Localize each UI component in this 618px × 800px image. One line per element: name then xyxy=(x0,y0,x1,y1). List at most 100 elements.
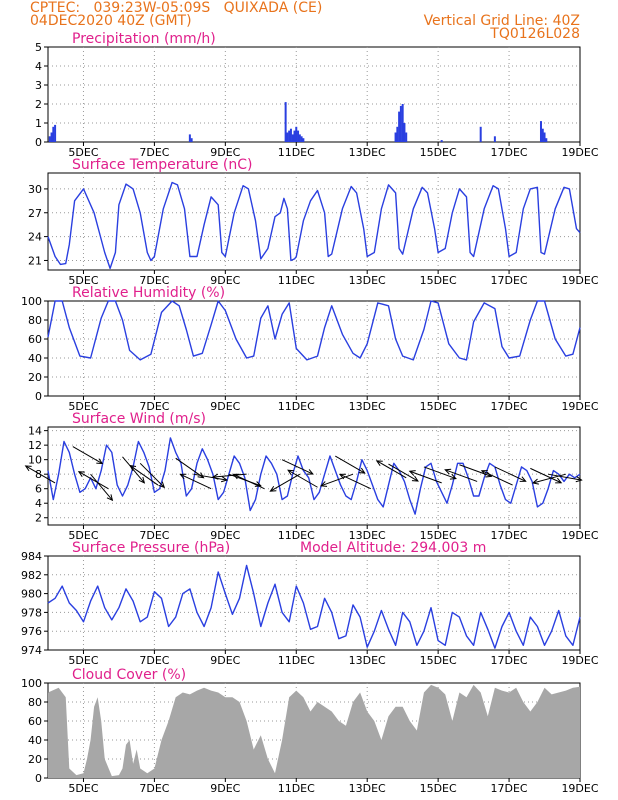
wind-arrow xyxy=(459,464,492,477)
wind-ytick-label: 6 xyxy=(35,483,42,496)
wind-xtick-label: 9DEC xyxy=(210,529,240,542)
wind-ytick-label: 12 xyxy=(28,439,42,452)
temp-xtick-label: 5DEC xyxy=(68,274,98,287)
pres-ytick-label: 982 xyxy=(21,569,42,582)
precip-xtick-label: 11DEC xyxy=(278,146,315,159)
wind-arrow xyxy=(335,455,365,474)
temp-xtick-label: 15DEC xyxy=(420,274,457,287)
wind-arrow xyxy=(339,473,371,490)
wind-arrow xyxy=(409,470,442,484)
pres-xtick-label: 9DEC xyxy=(210,654,240,667)
precip-bar xyxy=(403,123,406,142)
precip-bar xyxy=(188,134,191,142)
rh-xtick-label: 9DEC xyxy=(210,400,240,413)
wind-arrow xyxy=(193,473,227,481)
precip-bar xyxy=(284,102,287,142)
cloud-ytick-label: 100 xyxy=(21,677,42,690)
precip-ytick-label: 3 xyxy=(35,79,42,92)
precip-bar xyxy=(50,132,53,142)
cloud-xtick-label: 17DEC xyxy=(491,782,528,795)
cloud-title: Cloud Cover (%) xyxy=(72,667,186,683)
cloud-xtick-label: 19DEC xyxy=(561,782,598,795)
pres-ytick-label: 978 xyxy=(21,606,42,619)
precip-bar xyxy=(302,138,305,142)
wind-arrow xyxy=(212,473,247,478)
wind-arrowhead xyxy=(287,469,295,476)
rh-ytick-label: 80 xyxy=(28,314,42,327)
rh-xtick-label: 7DEC xyxy=(139,400,169,413)
wind-arrowhead xyxy=(269,485,277,492)
cloud-ytick-label: 80 xyxy=(28,696,42,709)
pres-panel: 974 976 978 980 982 984 5DEC 7DEC 9DEC 11DEC 13DEC… xyxy=(21,540,599,667)
wind-arrowhead xyxy=(531,478,539,485)
precip-bar xyxy=(401,104,404,142)
wind-arrow xyxy=(175,457,204,479)
rh-ytick-label: 0 xyxy=(35,390,42,403)
wind-arrowhead xyxy=(96,458,104,465)
temp-xtick-label: 11DEC xyxy=(278,274,315,287)
temp-xtick-label: 17DEC xyxy=(491,274,528,287)
cloud-xtick-label: 5DEC xyxy=(68,782,98,795)
temp-xtick-label: 13DEC xyxy=(349,274,386,287)
pres-xtick-label: 11DEC xyxy=(278,654,315,667)
wind-xtick-label: 17DEC xyxy=(491,529,528,542)
pres-xtick-label: 7DEC xyxy=(139,654,169,667)
precip-bar xyxy=(291,134,294,142)
wind-frame xyxy=(47,426,581,526)
pres-subtitle: Model Altitude: 294.003 m xyxy=(300,540,486,556)
precip-bar xyxy=(396,126,399,142)
precip-bar xyxy=(293,130,296,142)
cloud-ytick-label: 20 xyxy=(28,753,42,766)
wind-arrow xyxy=(547,473,582,481)
pres-ytick-label: 976 xyxy=(21,625,42,638)
rh-ytick-label: 100 xyxy=(21,295,42,308)
precip-bar xyxy=(398,111,401,142)
cloud-xtick-label: 11DEC xyxy=(278,782,315,795)
cloud-xtick-label: 9DEC xyxy=(210,782,240,795)
rh-xtick-label: 5DEC xyxy=(68,400,98,413)
precip-bar xyxy=(541,128,544,142)
wind-xtick-label: 7DEC xyxy=(139,529,169,542)
cloud-xtick-label: 15DEC xyxy=(420,782,457,795)
cloud-ytick-label: 0 xyxy=(35,772,42,785)
rh-xtick-label: 11DEC xyxy=(278,400,315,413)
rh-ytick-label: 20 xyxy=(28,371,42,384)
wind-arrowhead xyxy=(319,481,328,487)
precip-ytick-label: 5 xyxy=(35,41,42,54)
precip-bar xyxy=(300,136,303,142)
wind-xtick-label: 5DEC xyxy=(68,529,98,542)
wind-arrowhead xyxy=(338,473,346,480)
cloud-xtick-label: 13DEC xyxy=(349,782,386,795)
wind-arrowhead xyxy=(408,470,416,476)
wind-arrow xyxy=(530,467,562,484)
wind-arrow xyxy=(270,473,301,492)
precip-bar xyxy=(493,136,496,142)
precip-bar xyxy=(289,128,292,142)
wind-arrowhead xyxy=(254,481,262,487)
rh-ytick-label: 60 xyxy=(28,333,42,346)
wind-xtick-label: 19DEC xyxy=(561,529,598,542)
precip-xtick-label: 17DEC xyxy=(491,146,528,159)
wind-arrow xyxy=(376,460,407,479)
pres-series-line xyxy=(47,564,581,649)
wind-ytick-label: 14 xyxy=(28,425,42,438)
precip-bar xyxy=(190,138,193,142)
cloud-panel: 0 20 40 60 80 100 5DEC 7DEC 9DEC 11DEC 13DEC 15DEC 1… xyxy=(21,667,599,795)
wind-arrow xyxy=(122,456,145,484)
precip-xtick-label: 7DEC xyxy=(139,146,169,159)
precip-bar xyxy=(405,132,408,142)
precip-bar xyxy=(399,105,402,142)
wind-arrow xyxy=(494,466,526,482)
temp-panel: 21 24 27 30 5DEC 7DEC 9DEC 11DEC 13DEC 15DEC 17DEC… xyxy=(28,157,599,287)
wind-arrowhead xyxy=(375,460,383,467)
wind-arrow xyxy=(78,471,109,490)
wind-arrowhead xyxy=(220,476,229,483)
rh-xtick-label: 19DEC xyxy=(561,400,598,413)
precip-ytick-label: 2 xyxy=(35,98,42,111)
wind-arrowhead xyxy=(211,473,219,480)
wind-xtick-label: 15DEC xyxy=(420,529,457,542)
wind-arrowhead xyxy=(449,473,457,480)
wind-ytick-label: 2 xyxy=(35,512,42,525)
wind-arrowhead xyxy=(77,471,85,477)
